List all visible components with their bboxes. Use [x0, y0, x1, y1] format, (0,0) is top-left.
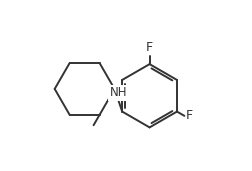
Text: F: F	[185, 109, 192, 122]
Text: NH: NH	[109, 86, 127, 99]
Text: F: F	[145, 41, 152, 54]
